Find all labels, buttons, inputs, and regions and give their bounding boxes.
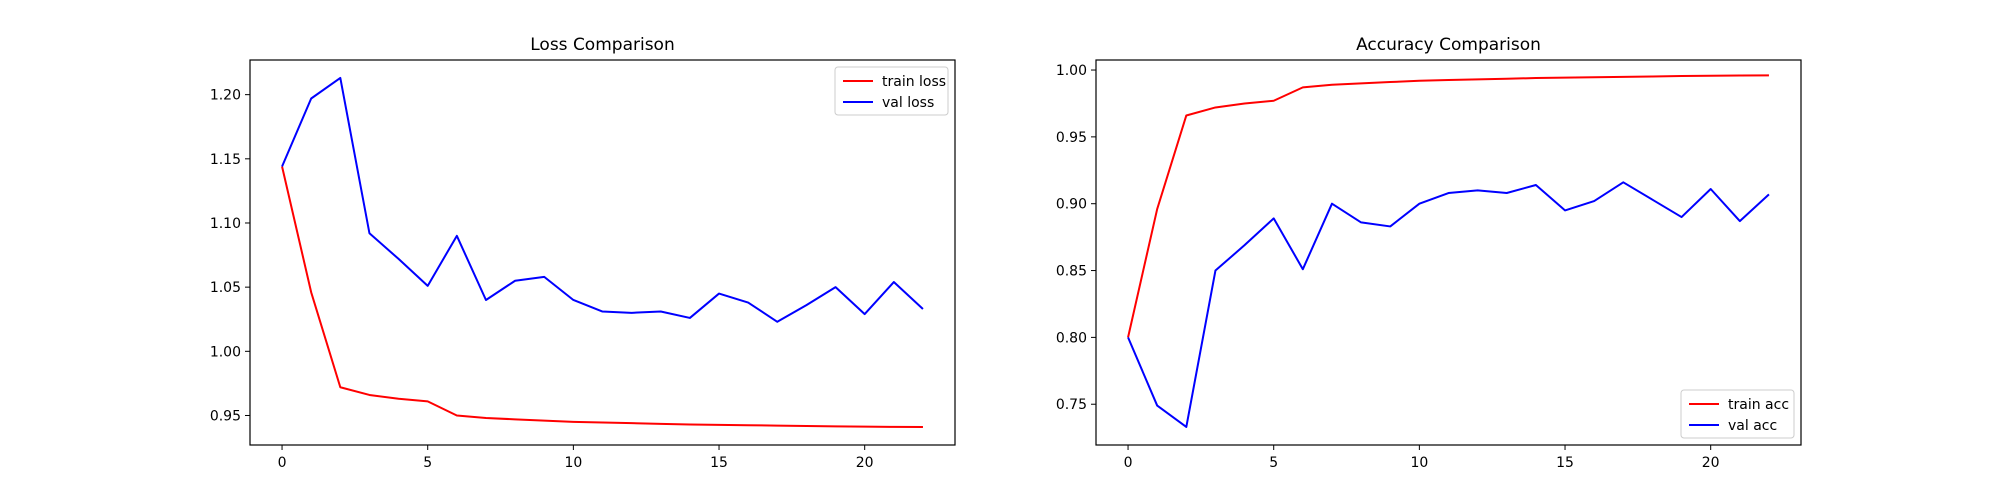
loss-chart: Loss Comparison 0 5 10 15 20 0.95 1.00 1.05 1.10 1… <box>210 35 956 471</box>
legend: train acc val acc <box>1680 389 1795 439</box>
series-line-val-loss <box>281 76 924 323</box>
y-tick-label: 0.80 <box>1056 330 1087 346</box>
y-tick-label: 0.95 <box>1056 130 1087 146</box>
series-line-train-acc <box>1127 74 1769 338</box>
x-tick-label: 15 <box>710 455 728 471</box>
y-tick-label: 0.90 <box>1056 197 1087 213</box>
x-tick-label: 20 <box>1702 455 1720 471</box>
legend-label: val loss <box>882 95 934 111</box>
x-tick-label: 10 <box>564 455 582 471</box>
plot-frame <box>1095 59 1802 446</box>
x-tick-label: 0 <box>1124 455 1133 471</box>
accuracy-chart: Accuracy Comparison 0 5 10 15 20 0.75 0.80 0.85 0… <box>1056 35 1802 471</box>
x-tick-label: 5 <box>423 455 432 471</box>
y-tick-label: 0.85 <box>1056 264 1087 280</box>
series-line-val-acc <box>1127 181 1770 428</box>
x-tick-label: 0 <box>278 455 287 471</box>
legend-label: train acc <box>1728 397 1789 413</box>
y-tick-label: 1.00 <box>210 344 241 360</box>
chart-title: Accuracy Comparison <box>1356 35 1541 55</box>
y-tick-label: 1.00 <box>1056 63 1087 79</box>
y-tick-label: 0.95 <box>210 408 241 424</box>
y-tick-label: 1.20 <box>210 88 241 104</box>
legend: train loss val loss <box>834 66 949 116</box>
chart-title: Loss Comparison <box>530 35 674 55</box>
legend-label: val acc <box>1728 418 1777 434</box>
series-line-train-loss <box>281 166 923 429</box>
x-tick-label: 15 <box>1556 455 1574 471</box>
y-tick-label: 1.10 <box>210 216 241 232</box>
x-tick-label: 20 <box>856 455 874 471</box>
y-tick-label: 0.75 <box>1056 397 1087 413</box>
y-tick-label: 1.05 <box>210 280 241 296</box>
x-tick-label: 5 <box>1269 455 1278 471</box>
y-tick-label: 1.15 <box>210 152 241 168</box>
plot-frame <box>249 59 956 446</box>
legend-label: train loss <box>882 74 946 90</box>
x-tick-label: 10 <box>1410 455 1428 471</box>
